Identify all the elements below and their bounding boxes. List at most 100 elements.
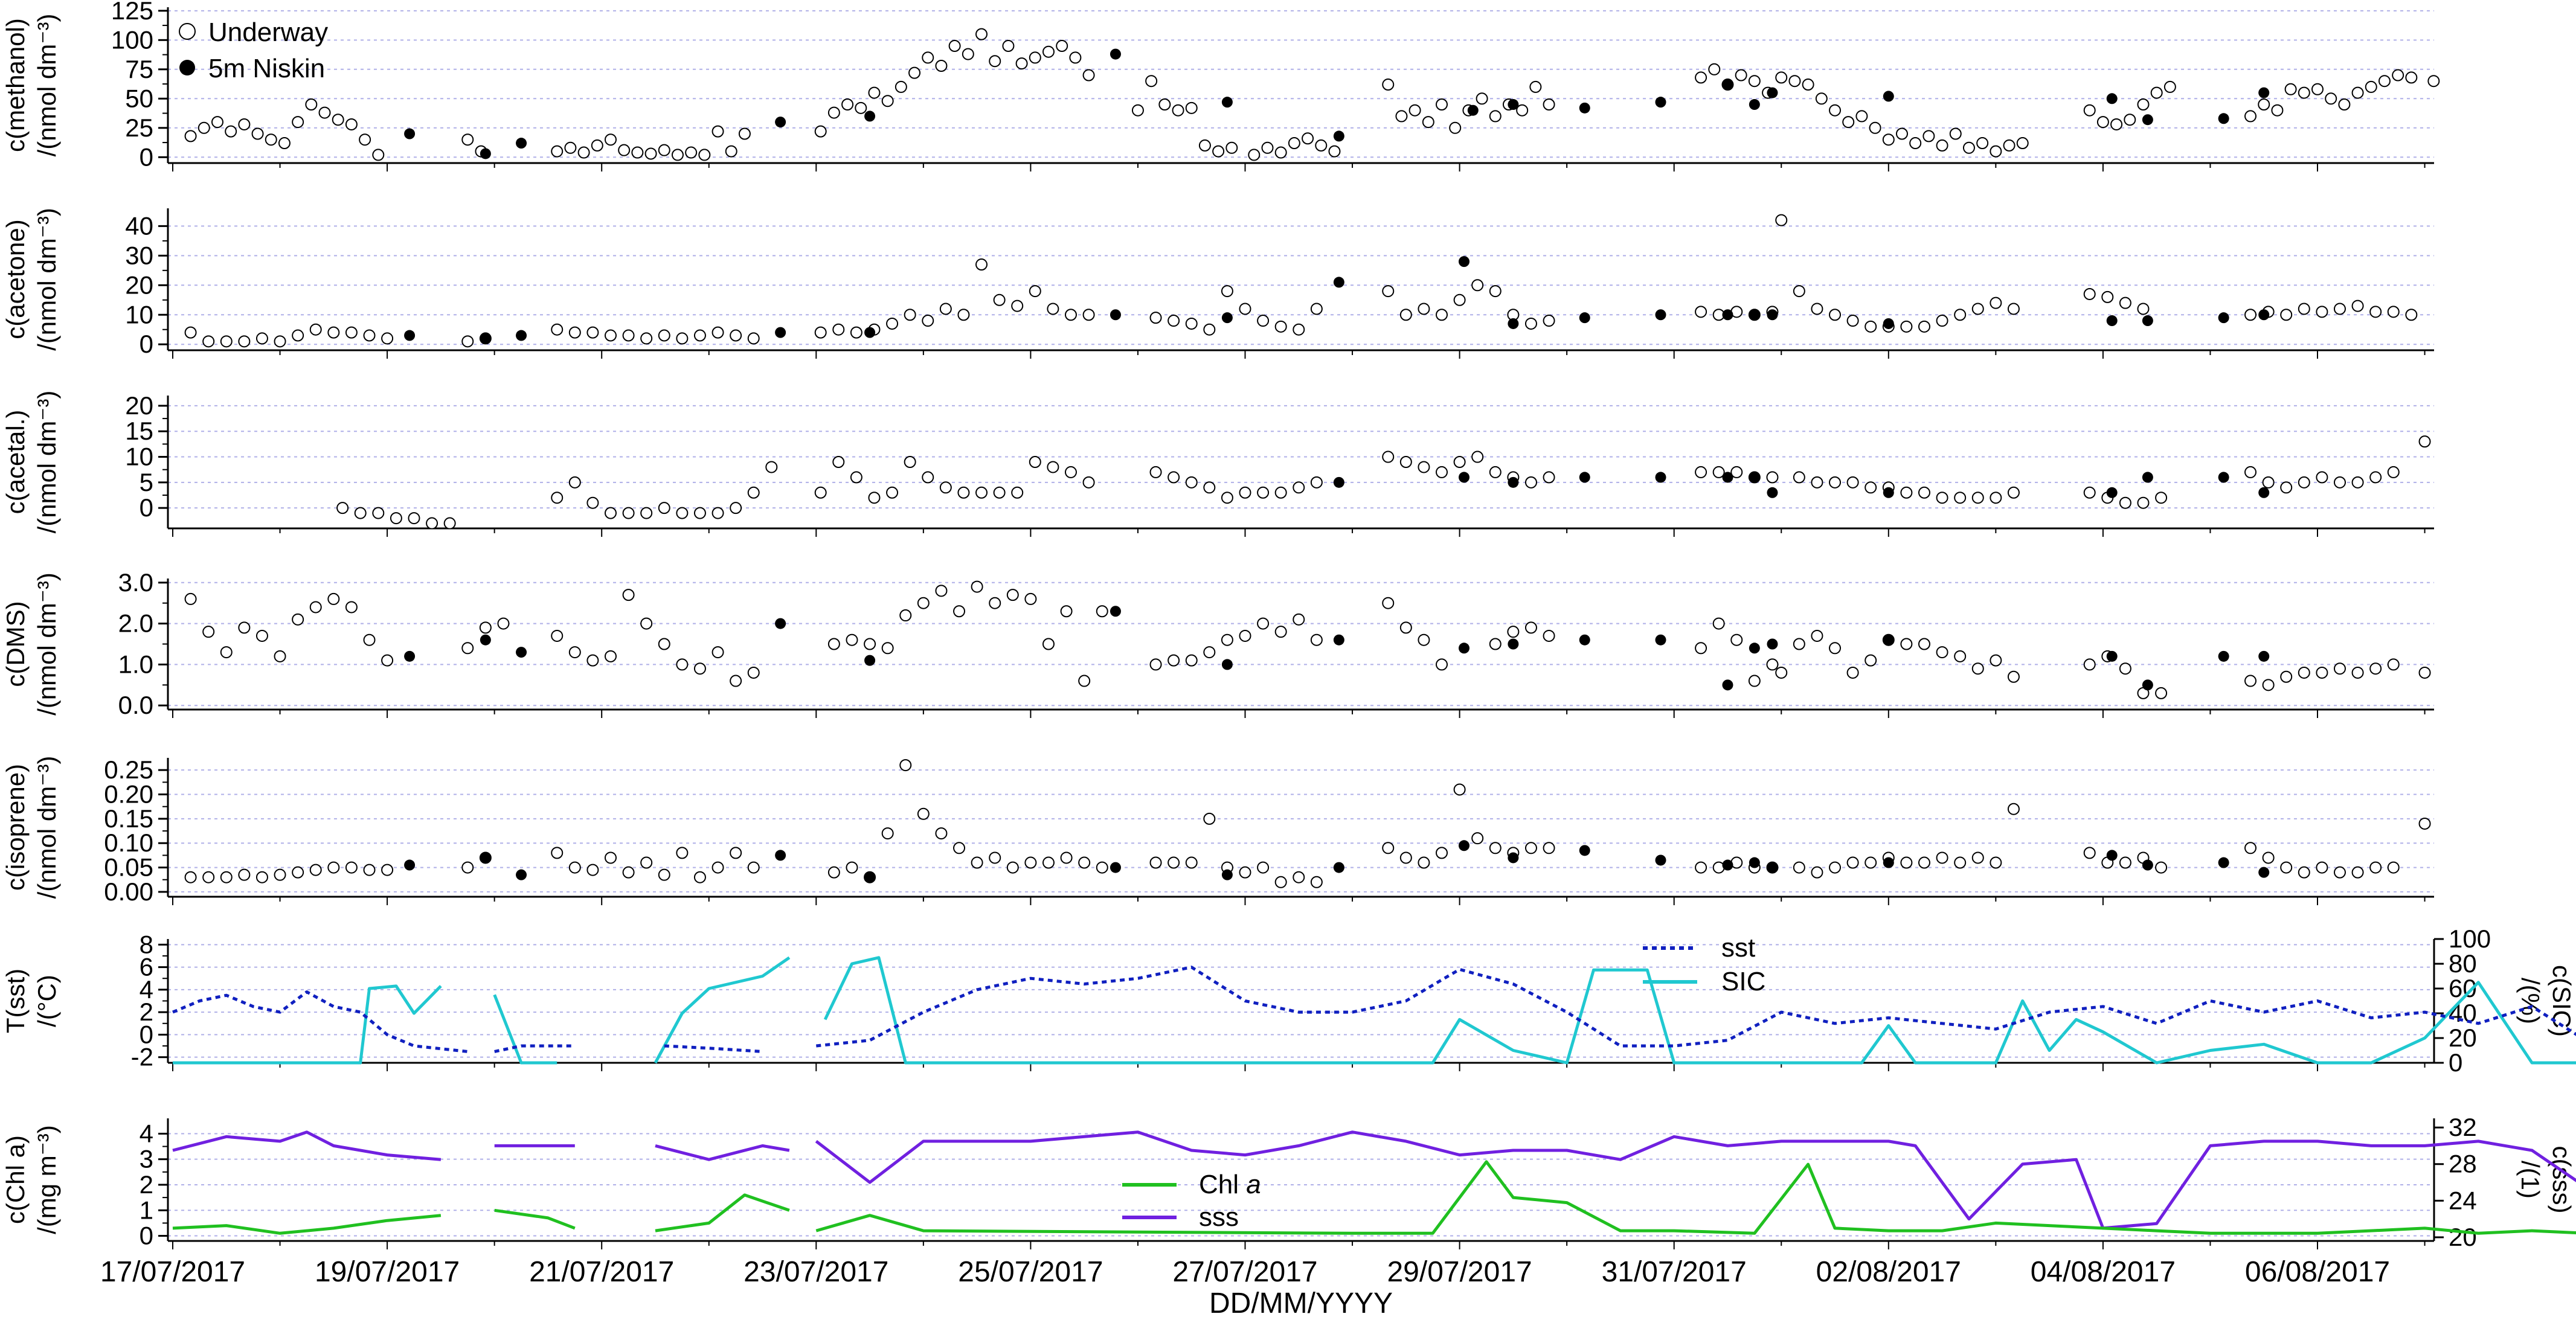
acetal-underway-point-0 <box>336 502 349 514</box>
acetal-ytick-label-1: 5 <box>140 468 153 496</box>
dms-underway-point-59 <box>1524 621 1537 634</box>
methanol-underway-point-124 <box>2392 69 2404 82</box>
methanol-underway-point-111 <box>2150 86 2163 99</box>
isoprene-underway-point-7 <box>309 864 322 876</box>
methanol-underway-point-36 <box>868 86 881 99</box>
acetone-underway-point-44 <box>1185 317 1198 330</box>
dms-underway-point-53 <box>1382 597 1395 609</box>
acetal-niskin-point-11 <box>2218 472 2229 483</box>
acetal-underway-point-72 <box>1990 492 2002 504</box>
isoprene-underway-point-43 <box>1168 856 1180 869</box>
acetone-underway-point-83 <box>2119 296 2131 309</box>
dms-underway-point-16 <box>568 646 581 659</box>
sst_sic-ytick-label-4: 6 <box>140 953 153 981</box>
legend-chl-label: Chl a <box>1199 1170 1261 1199</box>
acetone-underway-point-25 <box>747 332 760 345</box>
acetal-underway-point-85 <box>2351 476 2364 489</box>
dms-underway-point-22 <box>676 658 689 671</box>
methanol-underway-point-108 <box>2110 118 2123 130</box>
isoprene-underway-point-60 <box>1524 842 1537 854</box>
methanol-underway-point-56 <box>1172 104 1184 117</box>
dms-underway-point-52 <box>1310 633 1323 646</box>
acetal-niskin-point-4 <box>1655 472 1666 483</box>
dms-underway-point-78 <box>1990 654 2002 667</box>
acetal-underway-point-20 <box>814 486 827 499</box>
acetone-underway-point-75 <box>1918 320 1930 333</box>
methanol-legend: Underway 5m Niskin <box>179 18 328 83</box>
methanol-underway-point-67 <box>1328 145 1341 158</box>
dms-underway-point-90 <box>2333 662 2346 675</box>
acetal-underway-point-63 <box>1829 476 1842 489</box>
methanol-underway-point-60 <box>1225 141 1238 154</box>
methanol-underway-point-80 <box>1543 98 1555 111</box>
acetone-underway-point-17 <box>604 329 617 342</box>
acetal-underway-point-46 <box>1382 450 1395 463</box>
dms-underway-point-70 <box>1846 666 1859 679</box>
acetal-underway-point-43 <box>1274 486 1287 499</box>
dms-underway-point-91 <box>2351 666 2364 679</box>
dms-niskin-point-1 <box>480 634 491 646</box>
isoprene-niskin-point-5 <box>1110 862 1121 873</box>
acetone-underway-point-53 <box>1399 309 1412 321</box>
methanol-underway-point-114 <box>2258 98 2270 111</box>
acetone-underway-point-79 <box>1990 296 2002 309</box>
isoprene-ylabel-line2: /(nmol dm⁻³) <box>33 756 61 899</box>
methanol-underway-point-59 <box>1212 145 1225 158</box>
methanol-underway-point-103 <box>1990 145 2002 158</box>
methanol-underway-point-91 <box>1829 104 1842 117</box>
methanol-underway-point-101 <box>1962 141 1975 154</box>
acetal-underway-point-82 <box>2298 476 2310 489</box>
sss-line-segment-0 <box>172 1130 442 1161</box>
acetone-ytick-label-4: 40 <box>125 211 153 240</box>
acetal-underway-point-41 <box>1239 486 1251 499</box>
dms-underway-point-68 <box>1811 629 1823 642</box>
chl_sss-right-ylabel-line2: /(1) <box>2516 1161 2545 1199</box>
methanol-niskin-point-2 <box>516 138 527 149</box>
dms-ylabel-line1: c(DMS) <box>1 601 30 687</box>
methanol-ytick-label-5: 125 <box>111 0 153 25</box>
isoprene-niskin-point-2 <box>516 869 527 880</box>
dms-underway-point-77 <box>1971 662 1984 675</box>
isoprene-underway-point-21 <box>676 847 689 859</box>
isoprene-niskin-point-4 <box>864 871 876 883</box>
dms-underway-point-44 <box>1168 654 1180 667</box>
dms-niskin-point-8 <box>1458 643 1469 654</box>
acetone-ytick-label-3: 30 <box>125 241 153 269</box>
dms-ytick-label-2: 2.0 <box>118 609 153 638</box>
dms-underway-point-89 <box>2316 666 2328 679</box>
acetal-underway-point-9 <box>586 496 599 509</box>
acetal-underway-point-71 <box>1971 492 1984 504</box>
acetone-niskin-point-18 <box>2218 312 2229 324</box>
methanol-underway-point-88 <box>1788 75 1801 88</box>
acetone-underway-point-84 <box>2137 303 2150 315</box>
acetal-underway-point-57 <box>1712 466 1725 478</box>
acetone-niskin-point-9 <box>1508 318 1519 329</box>
dms-underway-point-35 <box>971 580 983 593</box>
acetone-underway-point-11 <box>381 332 394 345</box>
acetal-underway-point-49 <box>1436 466 1448 478</box>
methanol-underway-point-116 <box>2284 83 2297 95</box>
acetal-underway-point-25 <box>904 456 916 468</box>
acetone-underway-point-19 <box>640 332 653 345</box>
dms-underway-point-48 <box>1239 629 1251 642</box>
acetone-niskin-point-19 <box>2258 309 2270 321</box>
methanol-underway-point-33 <box>827 106 840 119</box>
acetal-underway-point-55 <box>1543 471 1555 484</box>
acetone-underway-point-71 <box>1846 315 1859 327</box>
methanol-underway-point-38 <box>895 80 907 93</box>
isoprene-underway-point-55 <box>1436 847 1448 859</box>
acetone-underway-point-9 <box>345 326 358 339</box>
dms-niskin-point-14 <box>1767 638 1778 650</box>
x-tick-label-2: 21/07/2017 <box>529 1256 674 1288</box>
methanol-underway-point-35 <box>855 101 867 114</box>
legend-niskin-label: 5m Niskin <box>208 54 325 83</box>
acetone-underway-point-72 <box>1865 320 1877 333</box>
isoprene-underway-point-18 <box>622 866 635 879</box>
x-tick-label-3: 23/07/2017 <box>744 1256 888 1288</box>
legend-niskin-marker <box>179 60 195 75</box>
isoprene-ytick-label-3: 0.15 <box>104 804 153 833</box>
methanol-niskin-point-18 <box>2218 113 2229 124</box>
methanol-underway-point-46 <box>1002 40 1015 53</box>
acetal-underway-point-42 <box>1257 486 1270 499</box>
methanol-underway-point-27 <box>685 146 698 159</box>
